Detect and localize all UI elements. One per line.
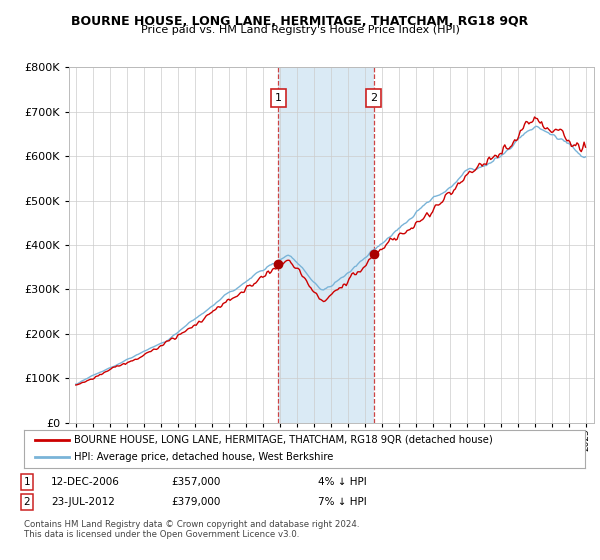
Text: 12-DEC-2006: 12-DEC-2006 (51, 477, 120, 487)
Text: 7% ↓ HPI: 7% ↓ HPI (318, 497, 367, 507)
Text: HPI: Average price, detached house, West Berkshire: HPI: Average price, detached house, West… (74, 452, 334, 463)
Text: BOURNE HOUSE, LONG LANE, HERMITAGE, THATCHAM, RG18 9QR: BOURNE HOUSE, LONG LANE, HERMITAGE, THAT… (71, 15, 529, 27)
Text: £357,000: £357,000 (171, 477, 220, 487)
Text: Price paid vs. HM Land Registry's House Price Index (HPI): Price paid vs. HM Land Registry's House … (140, 25, 460, 35)
Text: 2: 2 (370, 94, 377, 103)
Text: BOURNE HOUSE, LONG LANE, HERMITAGE, THATCHAM, RG18 9QR (detached house): BOURNE HOUSE, LONG LANE, HERMITAGE, THAT… (74, 435, 493, 445)
Text: £379,000: £379,000 (171, 497, 220, 507)
Text: 1: 1 (23, 477, 31, 487)
Text: 23-JUL-2012: 23-JUL-2012 (51, 497, 115, 507)
Bar (278, 67, 374, 423)
Text: Contains HM Land Registry data © Crown copyright and database right 2024.
This d: Contains HM Land Registry data © Crown c… (24, 520, 359, 539)
Text: 1: 1 (275, 94, 282, 103)
Text: 2: 2 (23, 497, 31, 507)
Text: 4% ↓ HPI: 4% ↓ HPI (318, 477, 367, 487)
